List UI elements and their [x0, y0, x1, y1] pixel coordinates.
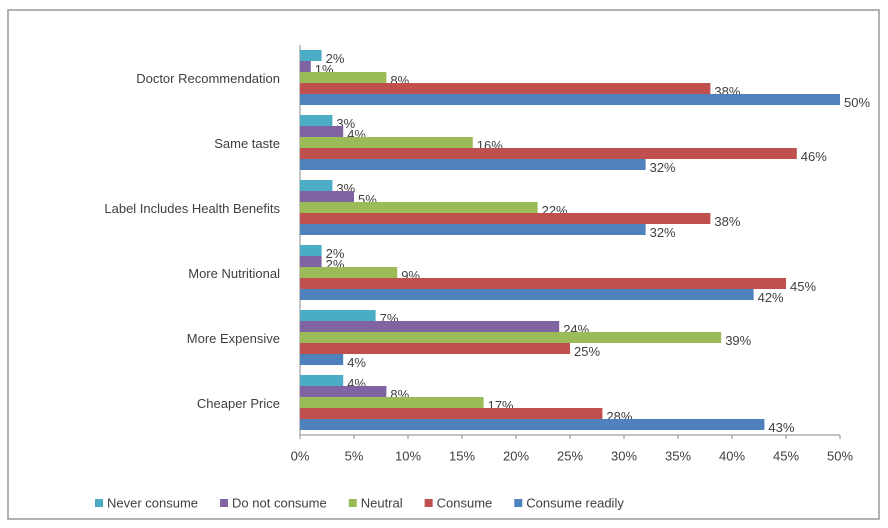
data-label: 32%	[650, 225, 676, 240]
bar	[300, 397, 484, 408]
bar	[300, 159, 646, 170]
bar	[300, 72, 387, 83]
bar	[300, 61, 311, 72]
x-tick-label: 0%	[291, 448, 310, 463]
bar	[300, 375, 344, 386]
bar	[300, 278, 786, 289]
data-label: 4%	[347, 355, 366, 370]
y-tick-label: Cheaper Price	[197, 396, 280, 411]
bar	[300, 245, 322, 256]
x-tick-label: 50%	[827, 448, 853, 463]
data-label: 43%	[768, 420, 794, 435]
legend-swatch	[514, 499, 523, 507]
bar	[300, 419, 765, 430]
x-tick-label: 20%	[503, 448, 529, 463]
data-label: 39%	[725, 333, 751, 348]
bar	[300, 115, 333, 126]
legend-label: Consume readily	[526, 495, 624, 510]
bar	[300, 289, 754, 300]
y-tick-label: Doctor Recommendation	[136, 71, 280, 86]
bar	[300, 180, 333, 191]
legend-swatch	[348, 499, 357, 507]
legend-label: Neutral	[361, 495, 403, 510]
x-tick-label: 35%	[665, 448, 691, 463]
bar	[300, 332, 722, 343]
legend-swatch	[220, 499, 229, 507]
x-tick-label: 45%	[773, 448, 799, 463]
legend-swatch	[95, 499, 103, 507]
bar	[300, 256, 322, 267]
bar	[300, 386, 387, 397]
data-label: 2%	[326, 246, 345, 261]
legend-label: Never consume	[107, 495, 198, 510]
bar	[300, 408, 603, 419]
x-tick-label: 40%	[719, 448, 745, 463]
bar	[300, 148, 797, 159]
data-label: 38%	[714, 214, 740, 229]
x-tick-label: 25%	[557, 448, 583, 463]
bar	[300, 267, 398, 278]
data-label: 32%	[650, 160, 676, 175]
legend-label: Consume	[437, 495, 493, 510]
data-label: 50%	[844, 95, 870, 110]
bar	[300, 343, 570, 354]
x-tick-label: 5%	[345, 448, 364, 463]
bar	[300, 321, 560, 332]
bar	[300, 354, 344, 365]
bar	[300, 50, 322, 61]
bar	[300, 310, 376, 321]
x-tick-label: 15%	[449, 448, 475, 463]
data-label: 2%	[326, 51, 345, 66]
data-label: 46%	[801, 149, 827, 164]
y-tick-label: More Nutritional	[188, 266, 280, 281]
y-tick-label: Same taste	[214, 136, 280, 151]
bar	[300, 224, 646, 235]
bar	[300, 191, 354, 202]
bar	[300, 126, 344, 137]
data-label: 45%	[790, 279, 816, 294]
bar	[300, 202, 538, 213]
data-label: 25%	[574, 344, 600, 359]
bar	[300, 137, 473, 148]
bar	[300, 213, 711, 224]
y-tick-label: More Expensive	[187, 331, 280, 346]
data-label: 42%	[758, 290, 784, 305]
x-tick-label: 10%	[395, 448, 421, 463]
legend-label: Do not consume	[232, 495, 327, 510]
y-tick-label: Label Includes Health Benefits	[104, 201, 280, 216]
bar	[300, 94, 840, 105]
bar	[300, 83, 711, 94]
legend-swatch	[424, 499, 433, 507]
x-tick-label: 30%	[611, 448, 637, 463]
